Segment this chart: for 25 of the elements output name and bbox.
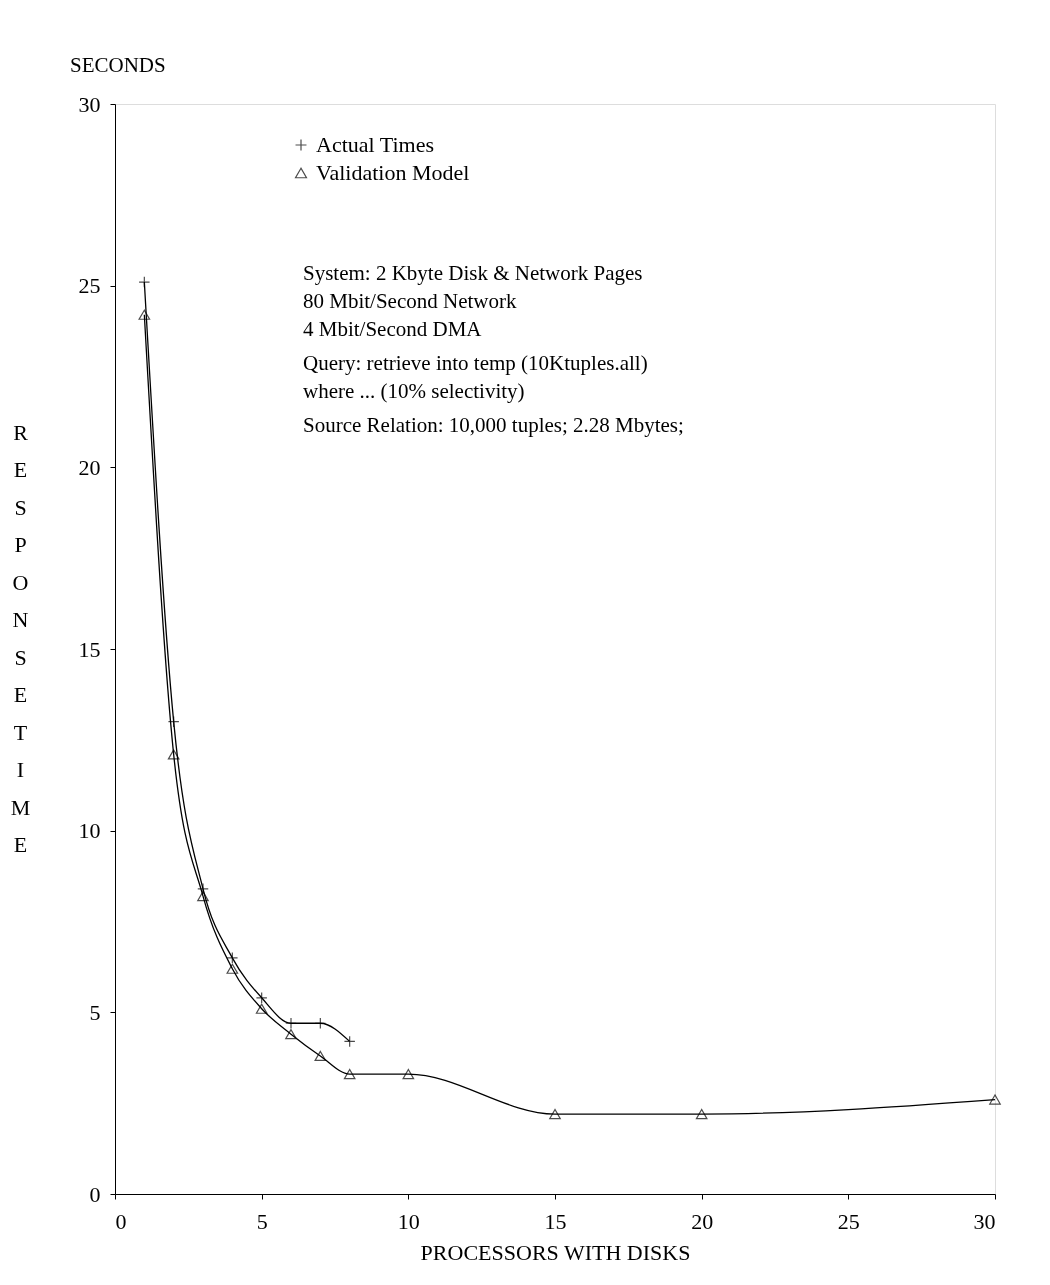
y-tick-label: 15 [78,636,101,662]
text: SECONDS [70,53,166,77]
x-tick-label: 25 [837,1208,860,1234]
x-tick-label: 5 [256,1208,268,1234]
y-tick-label: 10 [78,818,101,844]
legend-label: Validation Model [316,160,470,185]
y-tick-label: 25 [78,273,101,299]
annotation: System: 2 Kbyte Disk & Network Pages [303,261,643,285]
y-tick-label: 5 [89,999,101,1025]
x-tick-label: 15 [544,1208,567,1234]
text: RESPONSE TIME [10,419,31,857]
x-tick-label: 20 [691,1208,714,1234]
legend-label: Actual Times [316,132,434,157]
annotation: where ... (10% selectivity) [303,379,525,403]
y-tick-label: 0 [89,1181,101,1207]
annotation: Source Relation: 10,000 tuples; 2.28 Mbytes; [303,413,684,437]
annotation: 80 Mbit/Second Network [303,289,517,313]
y-tick-label: 20 [78,454,101,480]
x-tick-label: 0 [115,1208,127,1234]
annotation: Query: retrieve into temp (10Ktuples.all) [303,351,648,375]
y-tick-label: 30 [78,91,101,117]
annotation: 4 Mbit/Second DMA [303,317,483,341]
x-axis-title: PROCESSORS WITH DISKS [420,1239,691,1265]
x-tick-label: 10 [397,1208,420,1234]
x-tick-label: 30 [973,1208,996,1234]
